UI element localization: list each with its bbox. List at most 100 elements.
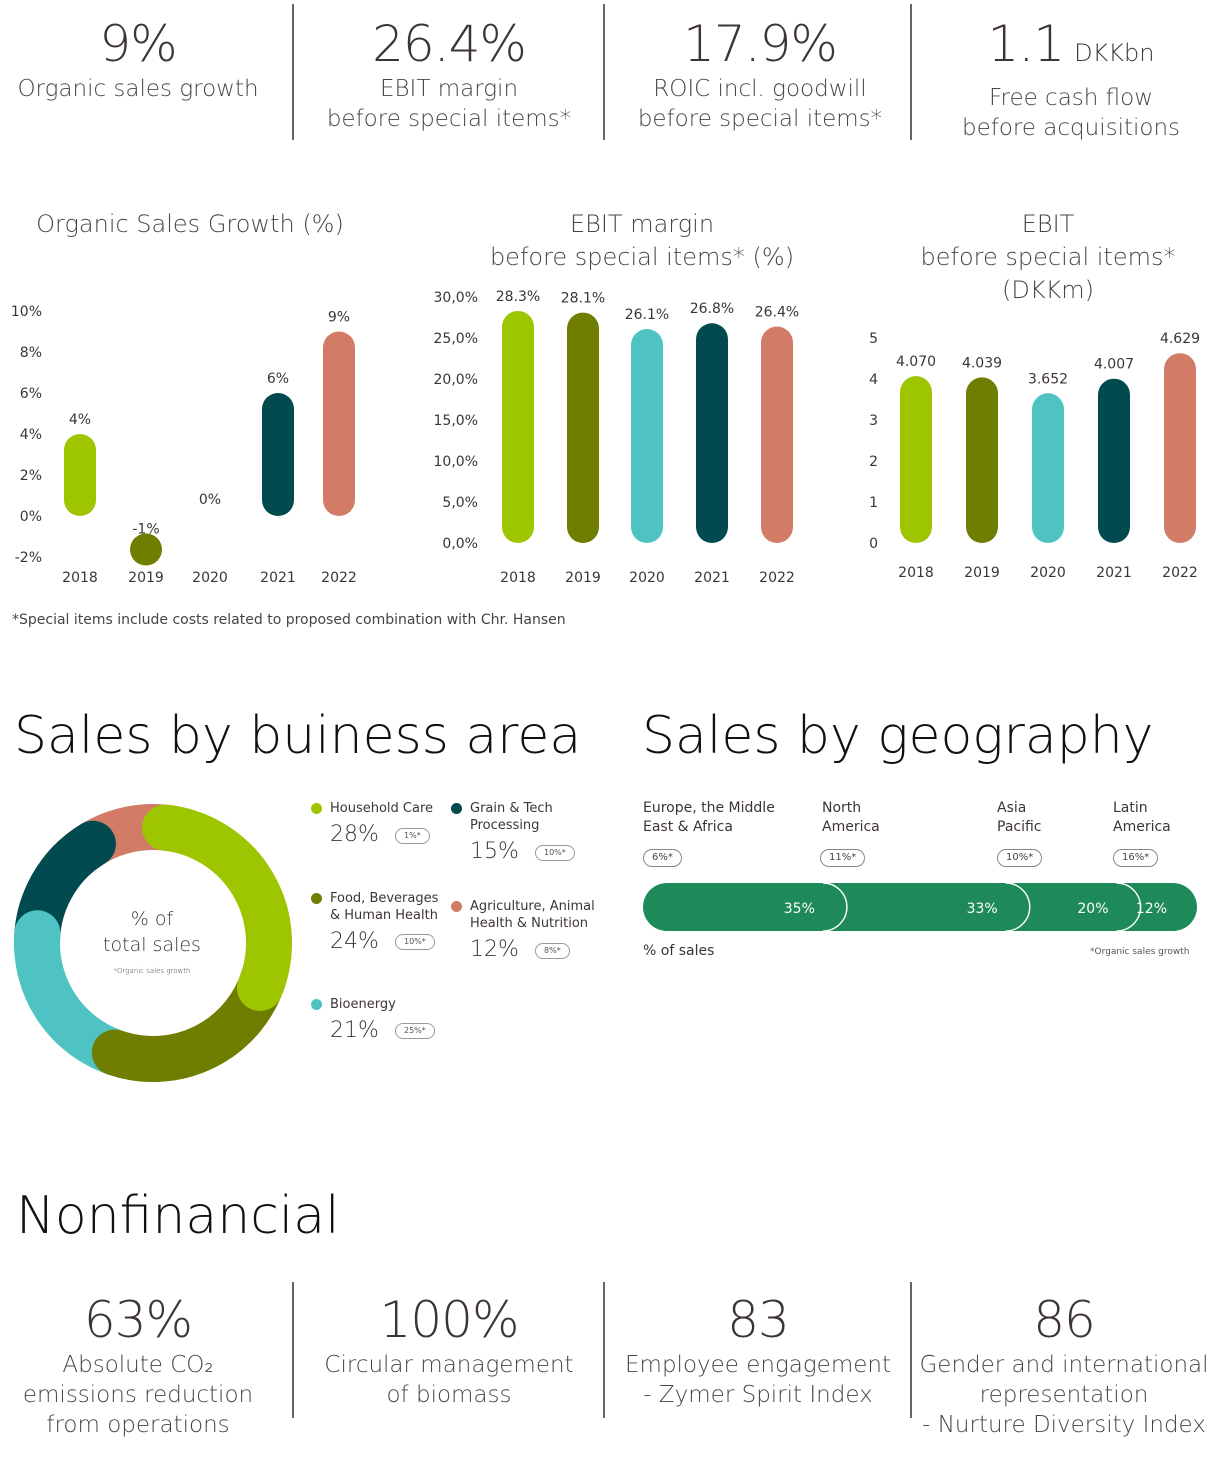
y-tick-label: 4 (869, 372, 878, 388)
bar (130, 533, 162, 566)
geo-note: *Organic sales growth (1090, 947, 1190, 957)
geo-growth-north-america: 11%* (820, 849, 866, 867)
kpi-label: before special items* (326, 106, 572, 132)
geo-label-emea: Europe, the Middle East & Africa (643, 800, 775, 835)
kpi-label: Absolute CO₂ (62, 1352, 214, 1378)
kpi-diversity-index: 86 Gender and international representati… (914, 1290, 1214, 1440)
legend-dot-agriculture (451, 901, 462, 912)
kpi-label: ROIC incl. goodwill (653, 76, 867, 102)
bar (696, 323, 728, 543)
x-tick-label: 2018 (898, 565, 934, 581)
divider (910, 1282, 912, 1418)
y-tick-label: 0% (20, 509, 42, 525)
data-label: 4% (69, 412, 91, 428)
geo-data-label: 33% (967, 901, 998, 917)
y-tick-label: 10% (11, 304, 42, 320)
legend-label-agriculture: Agriculture, Animal Health & Nutrition (470, 899, 595, 931)
y-tick-label: 2% (20, 468, 42, 484)
donut-note: *Organic sales growth (113, 967, 191, 975)
geo-data-label: 20% (1077, 901, 1108, 917)
geo-growth-emea: 6%* (643, 849, 682, 867)
x-tick-label: 2020 (192, 570, 228, 586)
kpi-employee-engagement: 83 Employee engagement - Zymer Spirit In… (608, 1290, 908, 1410)
geo-segment-divider (1005, 882, 1031, 932)
y-tick-label: 15,0% (434, 413, 478, 429)
legend-dot-grain-tech (451, 803, 462, 814)
divider (910, 4, 912, 140)
donut-center-label: % of total sales *Organic sales growth (78, 906, 226, 978)
kpi-co2-reduction: 63% Absolute CO₂ emissions reduction fro… (0, 1290, 288, 1440)
y-tick-label: 20,0% (434, 372, 478, 388)
section-title-nonfinancial: Nonfinancial (16, 1186, 340, 1246)
x-tick-label: 2022 (1162, 565, 1198, 581)
x-tick-label: 2018 (500, 570, 536, 586)
y-tick-label: 25,0% (434, 331, 478, 347)
kpi-organic-sales-growth: 9% Organic sales growth (0, 14, 288, 104)
data-label: 26.1% (625, 307, 669, 323)
kpi-value: 26.4% (372, 15, 527, 73)
kpi-free-cash-flow: 1.1 DKKbn Free cash flow before acquisiti… (921, 14, 1221, 143)
y-tick-label: 5 (869, 331, 878, 347)
divider (603, 4, 605, 140)
legend-label-grain-tech: Grain & Tech Processing (470, 801, 553, 833)
bar (631, 328, 663, 543)
kpi-value: 17.9% (683, 15, 838, 73)
kpi-label: EBIT margin (379, 76, 519, 102)
geo-data-label: 35% (784, 901, 815, 917)
data-label: 3.652 (1028, 371, 1068, 387)
legend-label-bioenergy: Bioenergy (330, 997, 396, 1012)
x-tick-label: 2019 (964, 565, 1000, 581)
kpi-value: 63% (83, 1291, 193, 1349)
x-tick-label: 2020 (629, 570, 665, 586)
special-items-footnote: *Special items include costs related to … (12, 612, 566, 628)
bar (966, 377, 998, 543)
data-label: 6% (267, 371, 289, 387)
y-tick-label: 5,0% (442, 495, 478, 511)
y-tick-label: 2 (869, 454, 878, 470)
donut-slice (142, 804, 292, 1011)
bar (64, 434, 96, 516)
geo-label-asia-pacific: Asia Pacific (997, 800, 1042, 835)
data-label: 4.039 (962, 355, 1002, 371)
geo-label-north-america: North America (822, 800, 880, 835)
y-tick-label: 0,0% (442, 536, 478, 552)
y-tick-label: 10,0% (434, 454, 478, 470)
sales-by-geography-bar: 35% 33% 20% 12% (643, 882, 1197, 932)
data-label: 4.070 (896, 354, 936, 370)
x-tick-label: 2022 (759, 570, 795, 586)
bar (502, 310, 534, 543)
x-tick-label: 2018 (62, 570, 98, 586)
bar-charts: 10%8%6%4%2%0%-2%4%2018-1%20190%20206%202… (11, 289, 1200, 586)
x-tick-label: 2019 (128, 570, 164, 586)
data-label: 4.629 (1160, 331, 1200, 347)
geo-bar-background (643, 883, 1197, 931)
legend-dot-bioenergy (311, 999, 322, 1010)
bar (900, 376, 932, 543)
geo-segment-divider (1116, 882, 1142, 932)
geo-growth-latin-america: 16%* (1113, 849, 1159, 867)
chart-title-ebit: EBIT before special items* (DKKm) (920, 210, 1176, 304)
bar (262, 393, 294, 516)
legend-label-household-care: Household Care (330, 801, 434, 816)
y-tick-label: 3 (869, 413, 878, 429)
legend-label-food-beverages: Food, Beverages & Human Health (330, 891, 439, 923)
kpi-ebit-margin: 26.4% EBIT margin before special items* (299, 14, 599, 134)
kpi-label: - Zymer Spirit Index (643, 1382, 873, 1408)
legend-pct-grain-tech: 15% (470, 839, 519, 864)
section-title-geography: Sales by geography (642, 706, 1154, 766)
x-tick-label: 2021 (260, 570, 296, 586)
geo-axis-label: % of sales (643, 943, 715, 959)
x-tick-label: 2019 (565, 570, 601, 586)
legend-pct-agriculture: 12% (470, 937, 519, 962)
bar (567, 312, 599, 543)
divider (292, 4, 294, 140)
chart-title-organic-sales-growth: Organic Sales Growth (%) (36, 210, 344, 238)
geo-label-latin-america: Latin America (1113, 800, 1171, 835)
kpi-unit: DKKbn (1074, 39, 1155, 67)
divider (603, 1282, 605, 1418)
bar (1098, 378, 1130, 543)
data-label: 4.007 (1094, 357, 1134, 373)
kpi-roic: 17.9% ROIC incl. goodwill before special… (610, 14, 910, 134)
bar (1164, 353, 1196, 543)
divider (292, 1282, 294, 1418)
